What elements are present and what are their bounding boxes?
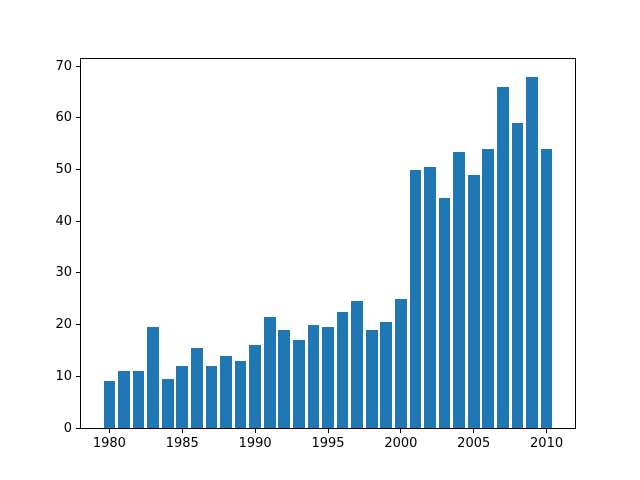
x-tick-label: 1980 bbox=[92, 436, 126, 451]
bar-1986 bbox=[191, 347, 203, 428]
y-tick-mark bbox=[76, 324, 80, 326]
bar-2006 bbox=[482, 148, 495, 428]
bar-1991 bbox=[263, 316, 276, 428]
x-tick-mark bbox=[400, 429, 402, 433]
y-tick-label: 40 bbox=[55, 213, 72, 229]
x-tick-label: 1990 bbox=[238, 436, 272, 451]
bar-1981 bbox=[118, 371, 130, 428]
y-tick-mark bbox=[76, 272, 80, 274]
bar-2007 bbox=[497, 86, 509, 428]
bar-2001 bbox=[409, 169, 422, 428]
x-tick-mark bbox=[473, 429, 475, 433]
bar-1999 bbox=[380, 322, 393, 428]
bar-1997 bbox=[351, 301, 363, 428]
bar-1987 bbox=[205, 365, 218, 428]
bar-1995 bbox=[322, 327, 334, 428]
bar-1992 bbox=[278, 329, 291, 428]
y-tick-label: 70 bbox=[55, 58, 72, 74]
y-tick-mark bbox=[76, 375, 80, 377]
bar-1980 bbox=[103, 381, 116, 428]
bar-2000 bbox=[395, 298, 407, 428]
bar-1998 bbox=[365, 329, 378, 428]
y-tick-mark bbox=[76, 169, 80, 171]
x-tick-label: 2005 bbox=[457, 436, 491, 451]
plot-area bbox=[80, 58, 576, 429]
bar-1996 bbox=[336, 311, 349, 428]
x-tick-label: 1995 bbox=[311, 436, 345, 451]
x-tick-mark bbox=[327, 429, 329, 433]
bar-1989 bbox=[234, 360, 247, 428]
x-tick-label: 2010 bbox=[530, 436, 564, 451]
y-tick-label: 50 bbox=[55, 162, 72, 178]
x-tick-label: 2000 bbox=[384, 436, 418, 451]
x-tick-mark bbox=[546, 429, 548, 433]
bar-2002 bbox=[424, 167, 436, 428]
bar-1985 bbox=[176, 365, 189, 428]
y-tick-label: 30 bbox=[55, 265, 72, 281]
y-tick-label: 60 bbox=[55, 110, 72, 126]
bar-2008 bbox=[511, 123, 524, 428]
bar-2003 bbox=[438, 198, 451, 428]
bar-2009 bbox=[526, 76, 538, 428]
y-tick-mark bbox=[76, 220, 80, 222]
bar-1983 bbox=[147, 327, 159, 428]
bar-2005 bbox=[467, 174, 480, 428]
bar-1984 bbox=[161, 378, 174, 428]
bar-1988 bbox=[220, 355, 232, 428]
bar-1993 bbox=[293, 340, 305, 428]
bar-2010 bbox=[540, 148, 553, 428]
x-tick-label: 1985 bbox=[165, 436, 199, 451]
y-tick-label: 10 bbox=[55, 368, 72, 384]
y-tick-label: 0 bbox=[63, 420, 72, 436]
x-tick-mark bbox=[254, 429, 256, 433]
y-tick-mark bbox=[76, 65, 80, 67]
x-tick-mark bbox=[181, 429, 183, 433]
y-tick-mark bbox=[76, 117, 80, 119]
y-tick-mark bbox=[76, 427, 80, 429]
bar-2004 bbox=[453, 151, 465, 428]
x-tick-mark bbox=[108, 429, 110, 433]
bar-1994 bbox=[307, 324, 320, 428]
bar-1982 bbox=[132, 371, 145, 428]
y-tick-label: 20 bbox=[55, 317, 72, 333]
bar-1990 bbox=[249, 345, 261, 428]
